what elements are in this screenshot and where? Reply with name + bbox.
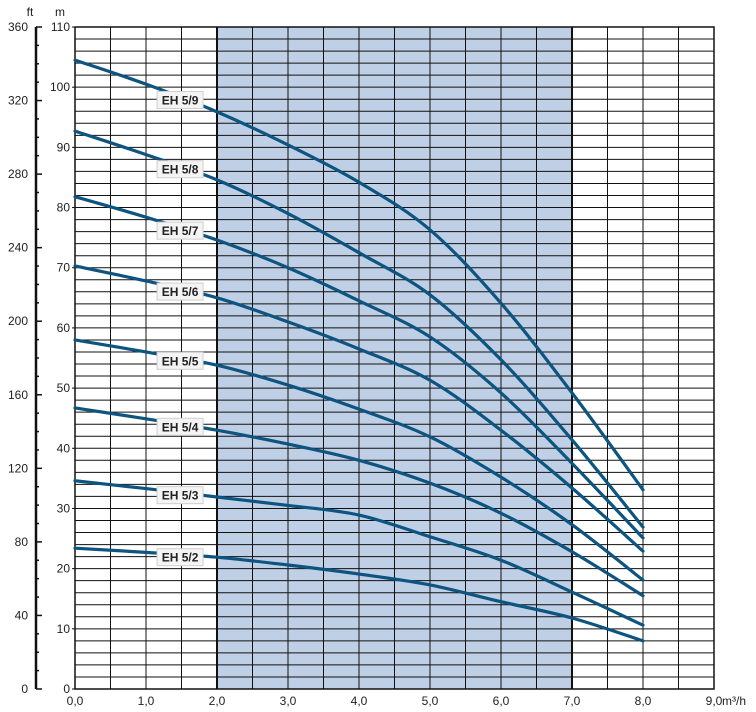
curve-label: EH 5/9 (162, 93, 199, 107)
y-tick-label: 50 (57, 381, 71, 395)
curve-label: EH 5/4 (162, 420, 199, 434)
y-tick-label: 110 (51, 20, 70, 34)
ft-tick-label: 80 (15, 535, 29, 549)
x-axis-unit: m³/h (722, 694, 746, 708)
x-tick-label: 5,0 (422, 694, 439, 708)
ft-tick-label: 320 (8, 94, 28, 108)
curve-label-box (156, 548, 204, 567)
x-tick-label: 7,0 (564, 694, 581, 708)
y-tick-label: 0 (63, 682, 70, 696)
ft-tick-label: 240 (8, 241, 28, 255)
x-tick-label: 4,0 (351, 694, 368, 708)
x-tick-label: 9,0 (706, 694, 723, 708)
y-tick-label: 20 (57, 562, 71, 576)
ft-tick-label: 120 (8, 461, 28, 475)
y-tick-label: 40 (57, 441, 71, 455)
curve-label-box (156, 90, 204, 109)
y-tick-label: 80 (57, 201, 71, 215)
curve-label-box (156, 282, 204, 301)
y-tick-label: 10 (57, 622, 71, 636)
curve-label-box (156, 221, 204, 240)
curve-label: EH 5/8 (162, 163, 199, 177)
curve-label-box (156, 486, 204, 505)
x-tick-label: 6,0 (493, 694, 510, 708)
curve-label: EH 5/5 (162, 354, 199, 368)
ft-tick-label: 40 (15, 608, 29, 622)
ft-tick-label: 360 (8, 20, 28, 34)
x-tick-label: 3,0 (280, 694, 297, 708)
y-tick-label: 60 (57, 321, 71, 335)
ft-tick-label: 200 (8, 314, 28, 328)
x-tick-label: 0,0 (67, 694, 84, 708)
x-tick-label: 2,0 (209, 694, 226, 708)
y-tick-label: 30 (57, 501, 71, 515)
x-tick-label: 8,0 (635, 694, 652, 708)
curve-label: EH 5/3 (162, 489, 199, 503)
y-axis-unit: m (55, 5, 65, 19)
x-tick-label: 1,0 (138, 694, 155, 708)
ft-tick-label: 280 (8, 167, 28, 181)
ft-tick-label: 0 (21, 682, 28, 696)
curve-label-box (156, 417, 204, 436)
curve-label-box (156, 351, 204, 370)
ft-axis-unit: ft (27, 5, 34, 19)
y-tick-label: 70 (57, 261, 71, 275)
y-tick-label: 100 (50, 80, 70, 94)
plot-frame (74, 26, 715, 690)
curve-label: EH 5/6 (162, 285, 199, 299)
ft-tick-label: 160 (8, 388, 28, 402)
y-tick-label: 90 (57, 140, 71, 154)
curve-label: EH 5/2 (162, 551, 199, 565)
curve-label-box (156, 160, 204, 179)
curve-label: EH 5/7 (162, 224, 199, 238)
